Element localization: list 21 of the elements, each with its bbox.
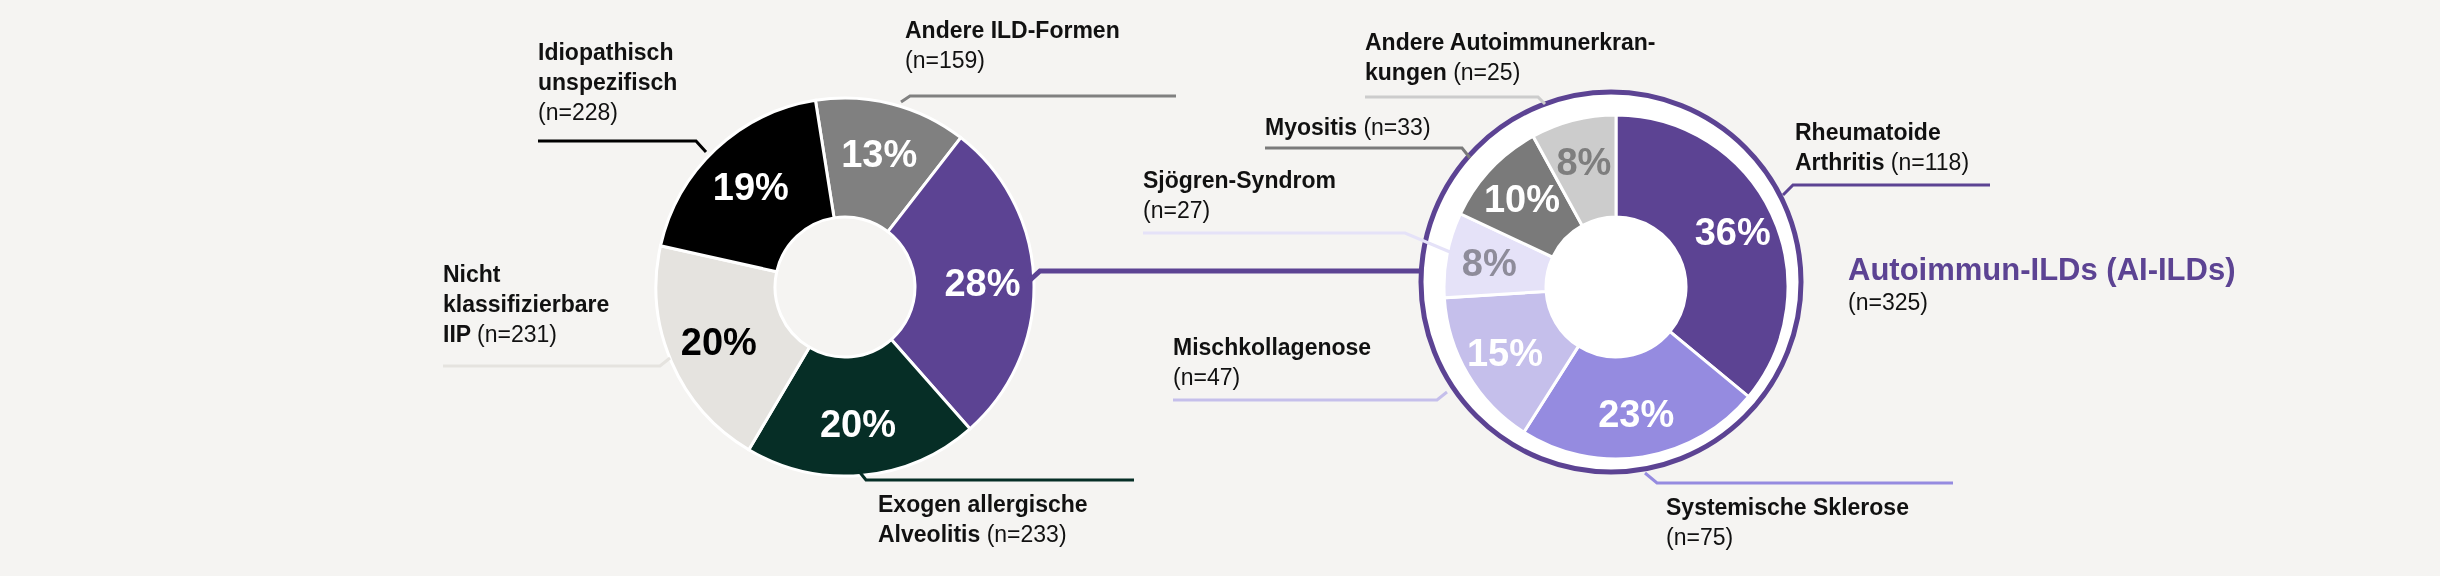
slice-label: Myositis (n=33) bbox=[1265, 114, 1431, 140]
data-label: 13% bbox=[841, 132, 918, 175]
slice-label: Nicht klassifizierbare IIP (n=231) bbox=[443, 261, 610, 347]
data-label: 20% bbox=[680, 320, 757, 363]
data-label: 23% bbox=[1598, 393, 1675, 436]
data-label: 8% bbox=[1461, 241, 1517, 284]
slice-label: Exogen allergische Alveolitis (n=233) bbox=[878, 491, 1088, 547]
data-label: 20% bbox=[819, 402, 896, 445]
data-label: 28% bbox=[944, 261, 1021, 304]
slice-label: Idiopathisch unspezifisch (n=228) bbox=[538, 39, 678, 125]
slice-label: Rheumatoide Arthritis (n=118) bbox=[1795, 119, 1970, 175]
data-label: 19% bbox=[712, 165, 789, 208]
slice-label: Andere ILD-Formen (n=159) bbox=[905, 17, 1120, 73]
text: (n=325) bbox=[1848, 289, 1928, 315]
slice-label: Systemische Sklerose (n=75) bbox=[1666, 494, 1909, 550]
text: Autoimmun-ILDs (AI-ILDs) bbox=[1848, 252, 2236, 287]
data-label: 36% bbox=[1694, 211, 1771, 254]
slice-label: Mischkollagenose (n=47) bbox=[1173, 334, 1372, 390]
slice-label: Sjögren-Syndrom (n=27) bbox=[1143, 167, 1336, 223]
data-label: 15% bbox=[1466, 331, 1543, 374]
slice-label: Andere Autoimmunerkran- kungen (n=25) bbox=[1365, 29, 1656, 85]
